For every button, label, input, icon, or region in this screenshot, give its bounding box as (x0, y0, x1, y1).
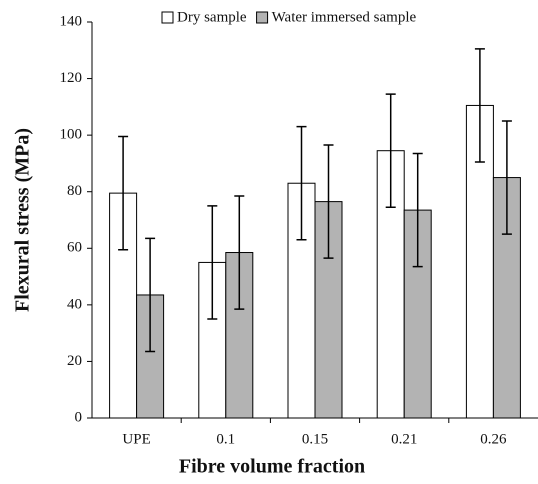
error-bar (118, 135, 129, 251)
legend-swatch (161, 11, 174, 24)
y-tick-label: 120 (60, 70, 83, 86)
x-axis-label: Fibre volume fraction (179, 456, 365, 478)
y-tick-label: 140 (60, 13, 83, 29)
y-tick-label: 80 (67, 183, 82, 199)
legend-label: Water immersed sample (272, 9, 417, 25)
error-bar (207, 205, 218, 320)
x-tick-label: 0.26 (480, 431, 507, 447)
x-tick-label: 0.1 (216, 431, 235, 447)
error-bar (296, 125, 307, 241)
error-bar (501, 120, 512, 235)
x-tick-label: 0.21 (391, 431, 417, 447)
y-tick-label: 20 (67, 353, 82, 369)
error-bar (323, 144, 334, 259)
y-tick-label: 0 (75, 409, 83, 425)
y-axis-label: Flexural stress (MPa) (12, 128, 34, 312)
y-tick-label: 100 (60, 127, 83, 143)
y-tick-label: 60 (67, 240, 82, 256)
error-bar (385, 93, 396, 209)
error-bar (145, 237, 156, 353)
bar (225, 252, 254, 419)
bar (136, 294, 165, 419)
error-bar (474, 48, 485, 163)
legend-swatch (256, 11, 269, 24)
error-bar (234, 195, 245, 310)
x-tick-label: UPE (122, 431, 150, 447)
error-bar (412, 152, 423, 268)
x-tick-label: 0.15 (302, 431, 328, 447)
legend-label: Dry sample (177, 9, 247, 25)
y-tick-label: 40 (67, 296, 82, 312)
